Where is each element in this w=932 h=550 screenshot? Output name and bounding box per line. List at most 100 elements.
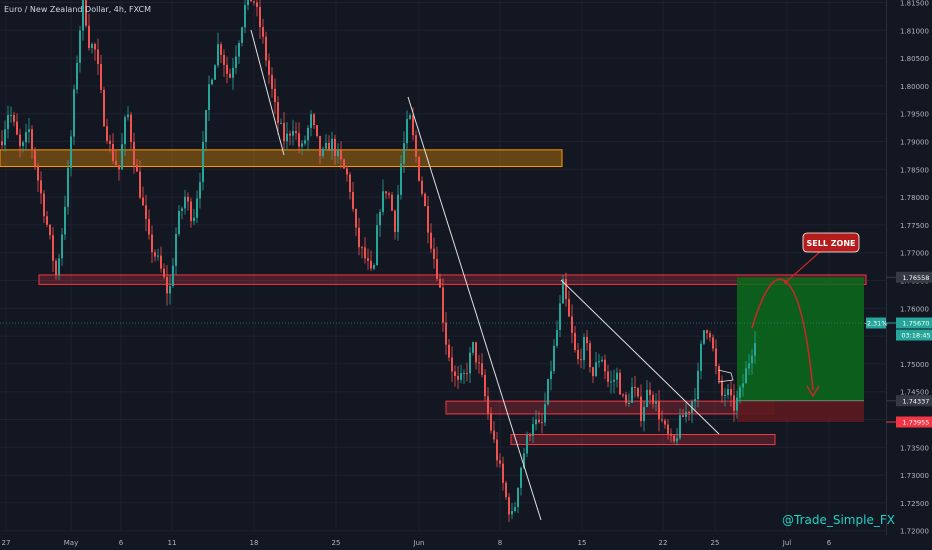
candle-down (718, 366, 720, 381)
candle-up (64, 206, 66, 235)
candle-up (517, 487, 519, 508)
candle-down (481, 363, 483, 375)
candle-up (199, 182, 201, 199)
candle-up (559, 303, 561, 331)
candle-down (37, 166, 39, 181)
candle-up (523, 453, 525, 468)
callout-anchor (784, 280, 788, 284)
candle-down (436, 258, 438, 279)
candle-down (589, 343, 591, 368)
candle-down (16, 121, 18, 135)
candlestick-series (1, 0, 756, 523)
price-tag-stop (896, 416, 932, 428)
candle-down (541, 422, 543, 424)
candle-up (373, 265, 375, 269)
candle-down (256, 2, 258, 8)
candle-up (631, 386, 633, 403)
candle-up (292, 130, 294, 136)
candle-down (34, 149, 36, 167)
candle-down (385, 191, 387, 194)
candle-up (748, 363, 750, 369)
candle-down (328, 142, 330, 151)
candle-down (250, 0, 252, 2)
candle-up (514, 507, 516, 511)
candle-down (268, 60, 270, 75)
candle-down (625, 394, 627, 404)
candle-up (703, 330, 705, 344)
candle-down (574, 332, 576, 350)
candle-up (232, 67, 234, 78)
candle-down (316, 125, 318, 137)
candle-up (169, 286, 171, 294)
candle-up (736, 397, 738, 411)
candle-down (88, 25, 90, 48)
candle-down (448, 344, 450, 358)
candle-up (403, 143, 405, 164)
candle-down (139, 171, 141, 198)
price-tags: 1.76558 -2.31% 1.75670 03:18:45 1.74337 1.739… (0, 271, 932, 428)
candle-down (358, 227, 360, 248)
price-tick-label: 1.72000 (900, 528, 929, 536)
projection-arrow (751, 249, 823, 398)
price-tag-current (896, 317, 932, 329)
candle-down (439, 278, 441, 288)
candle-up (322, 148, 324, 156)
candle-up (76, 62, 78, 90)
time-tick-label: 22 (659, 539, 668, 547)
candle-up (127, 114, 129, 118)
candle-up (553, 345, 555, 372)
price-tick-label: 1.77500 (900, 222, 929, 230)
candle-down (652, 394, 654, 404)
trend-line (250, 29, 285, 156)
candle-up (550, 371, 552, 380)
candle-up (79, 30, 81, 63)
candle-down (391, 194, 393, 211)
candle-down (274, 88, 276, 103)
candle-up (337, 149, 339, 157)
candle-up (310, 114, 312, 128)
candle-down (106, 126, 108, 141)
candle-down (220, 44, 222, 55)
candle-down (283, 122, 285, 142)
candle-down (487, 396, 489, 414)
candle-up (382, 191, 384, 213)
red-zone (510, 434, 776, 446)
candle-down (688, 411, 690, 413)
candle-down (13, 114, 15, 122)
callout-leader (785, 249, 823, 283)
candle-down (538, 419, 540, 423)
price-tag-current (896, 329, 932, 341)
candle-up (214, 65, 216, 80)
candle-up (205, 110, 207, 142)
time-axis[interactable]: 27 May 6 11 18 25 Jun 8 15 22 25 Jul 6 (0, 535, 932, 550)
candle-up (211, 79, 213, 85)
candle-down (355, 208, 357, 228)
time-tick-label: 27 (2, 539, 11, 547)
time-tick-label: 18 (250, 539, 259, 547)
candle-down (361, 247, 363, 249)
candle-down (166, 276, 168, 294)
time-tick-label: 25 (332, 539, 341, 547)
candle-down (97, 49, 99, 65)
candle-down (262, 27, 264, 37)
candle-up (613, 379, 615, 382)
red-zone (445, 400, 774, 415)
sell-zone-callout[interactable]: SELL ZONE (802, 232, 860, 253)
candle-down (19, 134, 21, 147)
candle-up (598, 361, 600, 363)
candle-up (724, 395, 726, 397)
candle-down (622, 394, 624, 396)
candle-down (466, 373, 468, 375)
candle-up (121, 144, 123, 170)
time-tick-label: 25 (711, 539, 720, 547)
candle-up (331, 138, 333, 151)
candle-up (397, 194, 399, 232)
candle-up (595, 362, 597, 377)
candle-down (592, 367, 594, 377)
red-zone (38, 274, 867, 285)
candle-down (43, 193, 45, 217)
sell-zone-callout-box[interactable] (802, 232, 860, 253)
candle-up (628, 402, 630, 404)
candle-down (115, 160, 117, 166)
